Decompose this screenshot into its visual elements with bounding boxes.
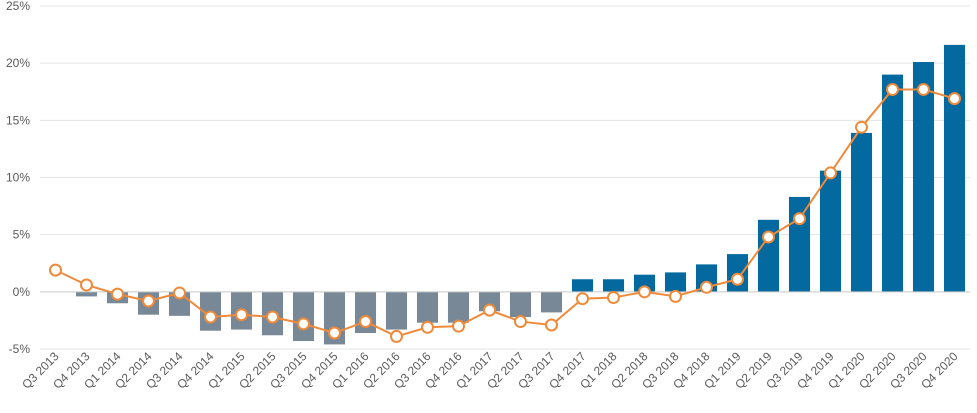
bar: [881, 74, 904, 292]
line-point: [700, 280, 713, 294]
line-point: [452, 319, 465, 333]
line-point: [173, 286, 186, 300]
line-point: [111, 287, 124, 301]
line-point: [390, 329, 403, 343]
y-tick-label: 10%: [6, 171, 30, 185]
line-point: [297, 317, 310, 331]
line-point: [793, 212, 806, 226]
line-point: [731, 272, 744, 286]
line-point: [142, 294, 155, 308]
y-tick-label: 15%: [6, 113, 30, 127]
bar-series: [75, 44, 966, 345]
bar: [385, 291, 408, 330]
bar: [850, 132, 873, 292]
line-point: [483, 303, 496, 317]
bar: [664, 272, 687, 292]
y-axis-ticks: -5% 0% 5% 10% 15% 20% 25%: [6, 0, 30, 356]
line-point: [80, 278, 93, 292]
bar: [602, 279, 625, 292]
bar: [75, 291, 98, 297]
bar: [912, 62, 935, 292]
bar: [540, 291, 563, 313]
y-tick-label: 0%: [13, 285, 31, 299]
line-point: [266, 310, 279, 324]
line-point: [917, 82, 930, 96]
y-tick-label: -5%: [9, 342, 31, 356]
line-point: [886, 82, 899, 96]
line-point: [235, 308, 248, 322]
y-tick-label: 5%: [13, 228, 31, 242]
line-point: [204, 310, 217, 324]
bar: [788, 196, 811, 292]
line-point: [855, 120, 868, 134]
bar: [819, 170, 842, 292]
line-path: [55, 88, 955, 338]
line-point: [669, 289, 682, 303]
line-point: [824, 166, 837, 180]
line-point: [607, 291, 620, 305]
line-point: [421, 320, 434, 334]
y-tick-label: 25%: [6, 0, 30, 13]
y-tick-label: 20%: [6, 56, 30, 70]
bar: [416, 291, 439, 323]
line-point: [762, 230, 775, 244]
bar: [633, 274, 656, 292]
line-point: [576, 292, 589, 306]
line-point: [545, 318, 558, 332]
line-point: [328, 326, 341, 340]
line-series: [49, 82, 961, 343]
line-point: [948, 92, 961, 106]
bar: [571, 279, 594, 292]
bar: [509, 291, 532, 317]
line-point: [514, 315, 527, 329]
line-point: [49, 263, 62, 277]
line-point: [359, 315, 372, 329]
bar: [292, 291, 315, 341]
bar: [447, 291, 470, 323]
gridlines: [40, 5, 970, 350]
bar: [943, 44, 966, 292]
line-point: [638, 285, 651, 299]
